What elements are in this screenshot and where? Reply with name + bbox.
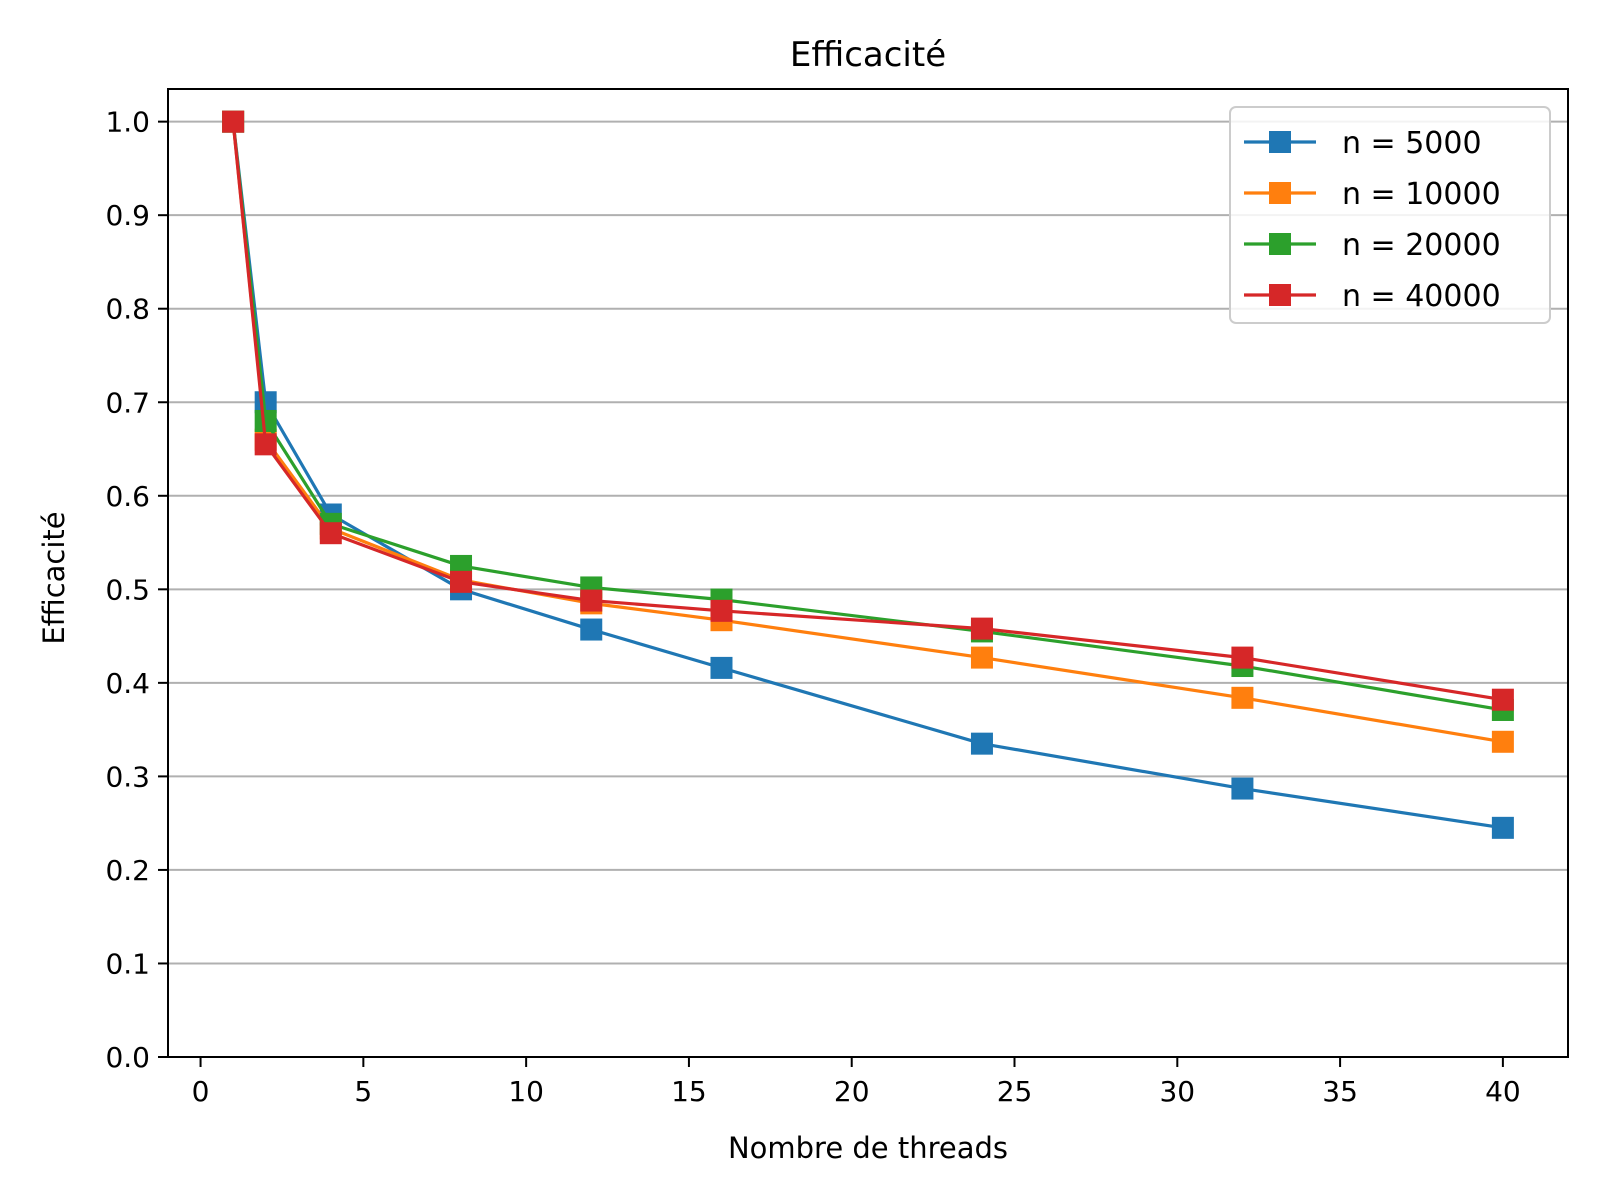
axes-layer: 0.0 0.1 0.2 0.3 0.4 0.5 0.6 0.7 0.8 0.9 1.0 0 5 10 15 2…: [105, 88, 1569, 1108]
legend-entry-4: n = 40000: [1244, 279, 1501, 314]
data-point-marker: [580, 589, 603, 612]
data-point-marker: [319, 522, 342, 545]
y-tick-label: 0.5: [105, 573, 150, 606]
x-tick-label: 5: [354, 1075, 372, 1108]
legend-entry-3: n = 20000: [1244, 228, 1501, 263]
plot-area-frame: [167, 88, 1569, 1058]
data-point-marker: [1231, 686, 1254, 709]
x-tick-label: 15: [671, 1075, 707, 1108]
legend-label: n = 10000: [1342, 177, 1501, 212]
legend-entry-2: n = 10000: [1244, 177, 1501, 212]
legend-label: n = 40000: [1342, 279, 1501, 314]
y-tick-label: 0.0: [105, 1041, 150, 1074]
x-tick-label: 40: [1485, 1075, 1521, 1108]
x-tick-label: 30: [1159, 1075, 1195, 1108]
series-layer: [222, 110, 1514, 839]
y-tick-label: 0.6: [105, 480, 150, 513]
data-point-marker: [1491, 816, 1514, 839]
data-point-marker: [1231, 777, 1254, 800]
data-point-marker: [254, 433, 277, 456]
x-axis-label: Nombre de threads: [728, 1131, 1008, 1165]
legend-marker: [1269, 233, 1291, 255]
x-tick-label: 0: [192, 1075, 210, 1108]
legend-label: n = 5000: [1342, 126, 1482, 161]
y-tick-label: 0.3: [105, 760, 150, 793]
legend-marker: [1269, 182, 1291, 204]
y-tick-label: 0.7: [105, 386, 150, 419]
y-tick-label: 0.8: [105, 293, 150, 326]
data-point-marker: [970, 617, 993, 640]
legend-marker: [1269, 284, 1291, 306]
data-point-marker: [222, 110, 245, 133]
legend-label: n = 20000: [1342, 228, 1501, 263]
data-point-marker: [580, 618, 603, 641]
y-tick-label: 0.4: [105, 667, 150, 700]
x-tick-label: 10: [508, 1075, 544, 1108]
x-tick-label: 35: [1322, 1075, 1358, 1108]
legend-box: [1229, 106, 1551, 324]
data-point-marker: [1231, 646, 1254, 669]
data-point-marker: [450, 570, 473, 593]
legend-marker: [1269, 131, 1291, 153]
x-tick-label: 20: [834, 1075, 870, 1108]
data-point-marker: [254, 409, 277, 432]
y-tick-label: 1.0: [105, 106, 150, 139]
y-tick-label: 0.2: [105, 854, 150, 887]
data-point-marker: [710, 599, 733, 622]
data-point-marker: [710, 656, 733, 679]
legend: n = 5000 n = 10000 n = 20000 n = 40000: [1229, 106, 1551, 324]
y-tick-label: 0.1: [105, 947, 150, 980]
data-point-marker: [970, 646, 993, 669]
y-tick-label: 0.9: [105, 199, 150, 232]
data-point-marker: [1491, 688, 1514, 711]
data-point-marker: [970, 732, 993, 755]
series-4: [222, 110, 1514, 711]
chart-title: Efficacité: [790, 35, 946, 75]
x-tick-label: 25: [997, 1075, 1033, 1108]
y-axis-label: Efficacité: [37, 511, 71, 644]
legend-entry-1: n = 5000: [1244, 126, 1482, 161]
data-point-marker: [1491, 730, 1514, 753]
